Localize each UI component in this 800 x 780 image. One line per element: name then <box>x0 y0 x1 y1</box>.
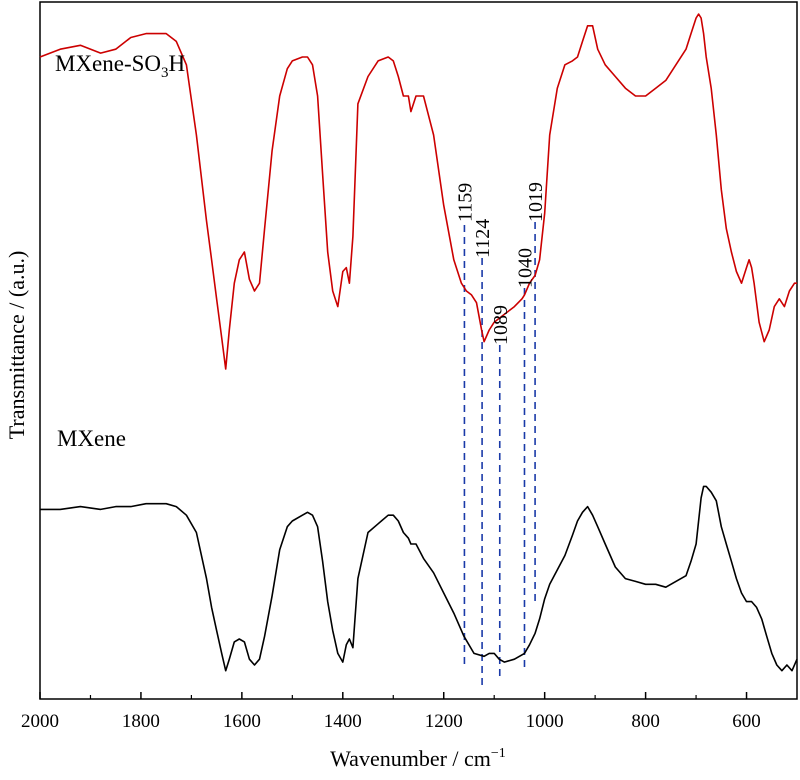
series-line-mxene-so3h <box>39 13 797 370</box>
annotation-label-1159: 1159 <box>454 183 476 222</box>
x-tick-label: 1000 <box>526 711 564 732</box>
x-axis-title: Wavenumber / cm−1 <box>330 746 506 771</box>
x-tick-label: 1800 <box>122 711 160 732</box>
series-line-mxene <box>40 485 798 672</box>
y-axis-title: Transmittance / (a.u.) <box>4 251 29 440</box>
x-tick-label: 800 <box>631 711 660 732</box>
series-label-mxene-so3h: MXene-SO3H <box>55 51 185 81</box>
series-label-mxene: MXene <box>57 426 126 451</box>
x-tick-label: 2000 <box>21 711 59 732</box>
x-tick-label: 1600 <box>223 711 261 732</box>
annotation-label-1124: 1124 <box>472 219 494 258</box>
x-axis-ticks: 2000 1800 1600 1400 1200 1000 800 600 <box>21 692 761 732</box>
annotation-label-1019: 1019 <box>525 182 547 222</box>
x-tick-label: 600 <box>732 711 761 732</box>
annotation-lines <box>463 222 536 688</box>
series-lines <box>39 13 798 672</box>
annotation-label-1089: 1089 <box>490 305 512 345</box>
plot-frame <box>39 1 798 700</box>
annotation-label-1040: 1040 <box>514 248 536 288</box>
x-tick-label: 1200 <box>425 711 463 732</box>
x-tick-label: 1400 <box>324 711 362 732</box>
